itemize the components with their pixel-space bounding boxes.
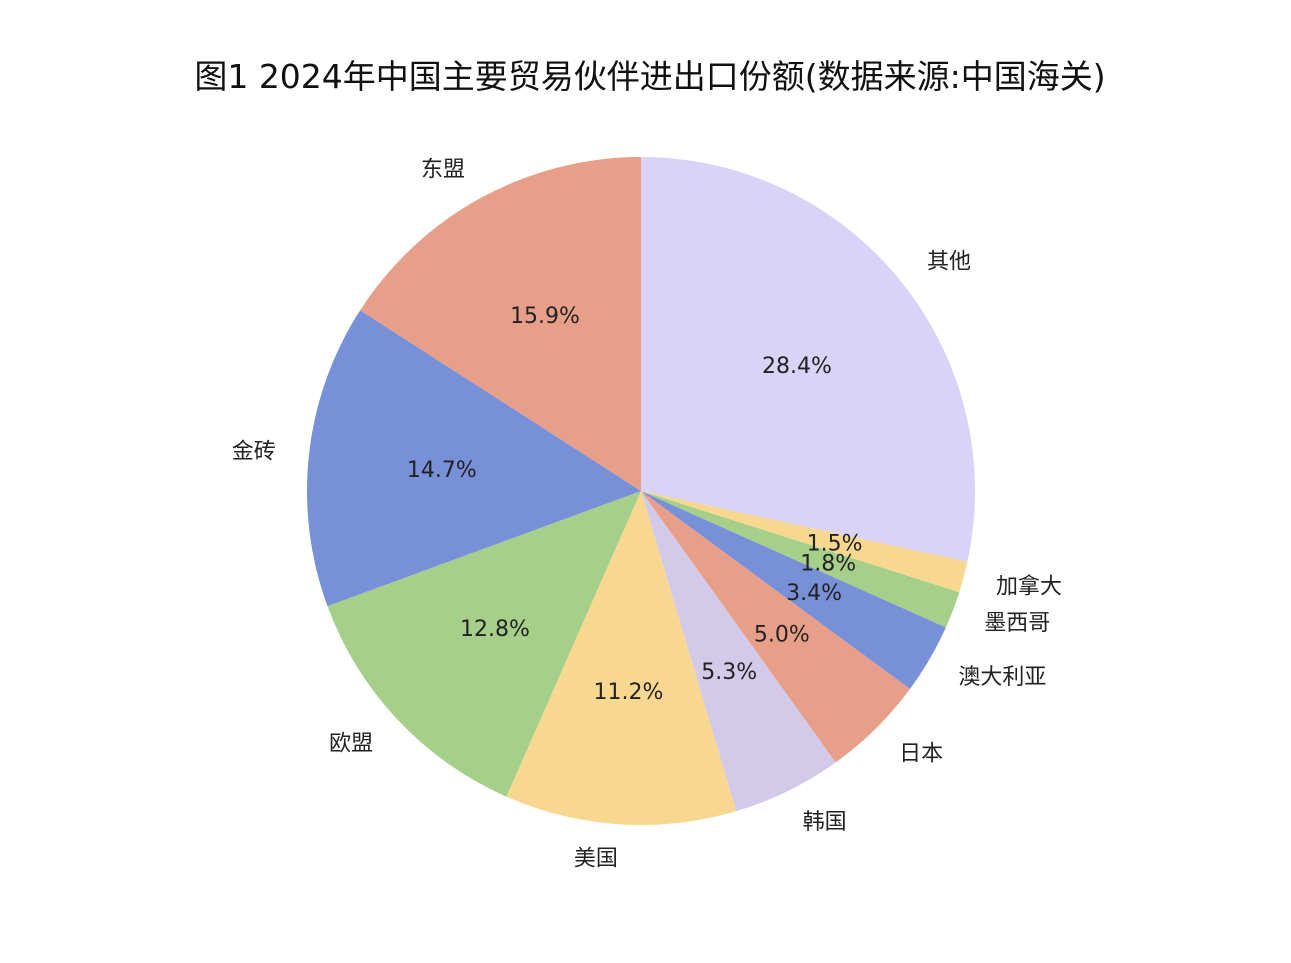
slice-label: 墨西哥: [984, 611, 1050, 636]
slice-percent-label: 11.2%: [593, 680, 663, 705]
slice-percent-label: 15.9%: [510, 304, 580, 329]
slice-label: 日本: [899, 741, 943, 766]
slice-percent-label: 3.4%: [786, 581, 842, 606]
pie-slice-墨西哥: [641, 491, 960, 628]
slice-label: 美国: [574, 847, 618, 872]
slice-label: 澳大利亚: [958, 665, 1046, 690]
chart-title: 图1 2024年中国主要贸易伙伴进出口份额(数据来源:中国海关): [194, 57, 1105, 96]
slice-label: 欧盟: [329, 732, 373, 757]
slice-percent-label: 12.8%: [460, 617, 530, 642]
pie-slice-加拿大: [641, 491, 968, 593]
slice-label: 其他: [927, 249, 971, 274]
slice-label: 加拿大: [996, 574, 1062, 600]
slice-label: 金砖: [232, 440, 276, 465]
slice-percent-label: 1.8%: [800, 551, 856, 576]
slice-label: 东盟: [421, 157, 465, 182]
slice-label: 韩国: [803, 810, 847, 835]
slice-percent-label: 5.0%: [754, 623, 810, 648]
pie-slice-东盟: [360, 157, 641, 491]
slice-percent-label: 1.5%: [807, 532, 863, 557]
slice-percent-label: 14.7%: [407, 458, 477, 483]
pie-slice-韩国: [641, 491, 836, 812]
pie-slice-澳大利亚: [641, 491, 946, 690]
pie-slice-日本: [641, 491, 910, 763]
pie-slice-其他: [641, 157, 975, 562]
slice-percent-label: 28.4%: [762, 354, 832, 379]
pie-slice-金砖: [307, 310, 641, 607]
pie-slice-美国: [506, 491, 737, 826]
pie-slice-欧盟: [327, 491, 641, 797]
slice-percent-label: 5.3%: [701, 660, 757, 685]
